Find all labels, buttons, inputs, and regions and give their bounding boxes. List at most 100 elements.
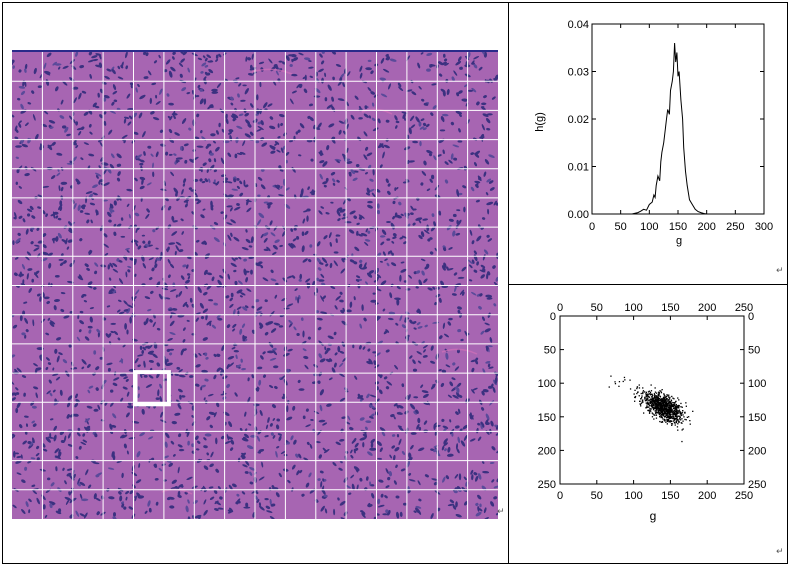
scatter-point xyxy=(674,406,676,409)
scatter-point xyxy=(608,386,610,388)
scatter-point xyxy=(672,413,674,416)
scatter-point xyxy=(668,403,670,405)
scatter-point xyxy=(672,418,674,420)
scatter-point xyxy=(653,404,656,406)
scatter-point xyxy=(643,412,645,414)
scatter-point xyxy=(688,416,690,418)
scatter-point xyxy=(659,409,661,411)
scatter-point xyxy=(676,409,678,411)
scatter-point xyxy=(654,394,656,396)
scatter-point xyxy=(681,422,683,424)
scatter-point xyxy=(655,409,657,412)
scatter-point xyxy=(645,399,648,401)
tile-grid xyxy=(12,52,498,519)
scatter-point xyxy=(646,406,648,409)
scatter-point xyxy=(665,395,668,398)
scatter-point xyxy=(647,395,649,397)
scatter-point xyxy=(669,421,671,423)
scatter-point xyxy=(614,383,617,385)
scatter-point xyxy=(669,401,671,403)
scatter-point xyxy=(665,404,667,406)
scatter-point xyxy=(663,406,665,409)
scatter-point xyxy=(670,409,672,411)
scatter-point xyxy=(662,401,664,403)
scatter-point xyxy=(664,398,666,400)
scatter-point xyxy=(666,423,668,425)
scatter-point xyxy=(664,395,666,397)
scatter-point xyxy=(679,415,681,418)
scatter-point xyxy=(664,412,666,414)
scatter-point xyxy=(651,416,654,418)
scatter-point xyxy=(668,420,670,422)
scatter-point xyxy=(644,391,646,393)
scatter-y-tick-label-right: 200 xyxy=(748,445,766,457)
scatter-point xyxy=(676,406,679,408)
scatter-point xyxy=(677,397,679,399)
scatter-point xyxy=(648,403,650,405)
scatter-plot-frame xyxy=(559,315,745,485)
scatter-y-tick-label-right: 100 xyxy=(748,378,766,390)
scatter-y-tick-label: 150 xyxy=(538,412,556,424)
scatter-point xyxy=(676,419,678,421)
scatter-point xyxy=(653,393,656,395)
scatter-point xyxy=(673,412,675,415)
scatter-point xyxy=(670,411,673,413)
scatter-point xyxy=(655,400,657,402)
scatter-point xyxy=(652,398,655,400)
scatter-point xyxy=(647,409,649,412)
histogram-y-tick-label: 0.00 xyxy=(568,209,589,221)
scatter-point xyxy=(663,407,665,409)
scatter-point xyxy=(659,406,662,408)
scatter-point xyxy=(658,413,660,415)
scatter-point xyxy=(668,402,670,404)
scatter-point xyxy=(666,394,668,396)
scatter-point xyxy=(679,411,682,413)
scatter-point xyxy=(658,392,661,394)
scatter-point xyxy=(668,412,670,414)
scatter-point xyxy=(665,399,668,401)
scatter-point xyxy=(672,397,674,399)
scatter-point xyxy=(660,405,662,407)
scatter-point xyxy=(661,411,663,414)
scatter-point xyxy=(647,393,649,395)
scatter-point xyxy=(668,407,670,409)
scatter-point xyxy=(657,396,659,399)
scatter-point xyxy=(649,393,651,395)
scatter-point xyxy=(686,416,688,418)
scatter-point xyxy=(650,390,653,392)
scatter-point xyxy=(660,399,662,401)
scatter-point xyxy=(652,404,654,406)
scatter-point xyxy=(676,407,678,409)
scatter-point xyxy=(659,407,661,410)
scatter-point xyxy=(681,418,683,420)
scatter-point xyxy=(671,416,673,418)
scatter-point xyxy=(670,417,672,419)
scatter-point xyxy=(674,405,676,407)
scatter-point xyxy=(649,409,651,411)
scatter-point xyxy=(670,403,673,405)
scatter-point xyxy=(666,415,668,417)
scatter-point xyxy=(659,410,662,412)
scatter-point xyxy=(634,396,636,399)
scatter-point xyxy=(674,412,676,414)
scatter-point xyxy=(689,420,691,422)
scatter-point xyxy=(664,420,666,422)
scatter-point xyxy=(656,409,658,411)
scatter-point xyxy=(624,379,626,381)
scatter-point xyxy=(678,420,680,422)
scatter-point xyxy=(654,414,656,416)
scatter-point xyxy=(667,400,669,402)
scatter-point xyxy=(652,394,654,397)
scatter-point xyxy=(659,402,661,404)
scatter-point xyxy=(610,375,612,377)
scatter-point xyxy=(680,414,682,417)
scatter-point xyxy=(657,397,660,400)
scatter-point xyxy=(659,415,661,417)
scatter-point xyxy=(642,392,644,395)
histogram-svg: h(g) g 0 50 100 150 200 250 300 0.00 0.01 0.02 0.0… xyxy=(534,19,773,247)
scatter-point xyxy=(654,407,656,409)
scatter-point xyxy=(655,399,658,401)
scatter-point xyxy=(645,395,647,397)
scatter-y-tick-label-right: 0 xyxy=(748,311,754,323)
scatter-point xyxy=(680,402,682,405)
